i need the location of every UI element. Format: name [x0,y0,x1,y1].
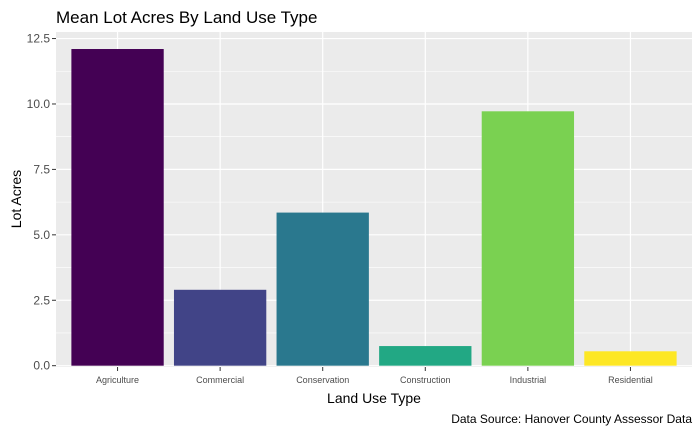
x-axis-title: Land Use Type [327,390,421,406]
y-tick-label: 10.0 [27,97,51,111]
bar-conservation [276,212,369,366]
bar-commercial [173,289,267,366]
bar-construction [379,346,472,366]
x-tick-label: Residential [608,375,653,385]
x-tick-label: Conservation [296,375,349,385]
data-source-caption: Data Source: Hanover County Assessor Dat… [451,412,692,426]
chart-title: Mean Lot Acres By Land Use Type [56,8,317,27]
y-tick-label: 7.5 [33,162,50,176]
y-tick-label: 5.0 [33,228,50,242]
y-tick-label: 12.5 [27,32,51,46]
x-tick-label: Agriculture [96,375,139,385]
y-tick-label: 0.0 [33,359,50,373]
x-axis-ticks: Agriculture Commercial Conservation Constru… [96,367,653,385]
bar-residential [584,351,677,366]
y-axis-ticks: 0.0 2.5 5.0 7.5 10.0 12.5 [27,32,56,373]
x-tick-label: Construction [400,375,451,385]
bar-agriculture [71,49,164,366]
bar-industrial [481,111,575,366]
x-tick-label: Industrial [510,375,547,385]
y-axis-title: Lot Acres [8,170,24,228]
bars [71,49,677,366]
x-tick-label: Commercial [196,375,244,385]
y-tick-label: 2.5 [33,293,50,307]
